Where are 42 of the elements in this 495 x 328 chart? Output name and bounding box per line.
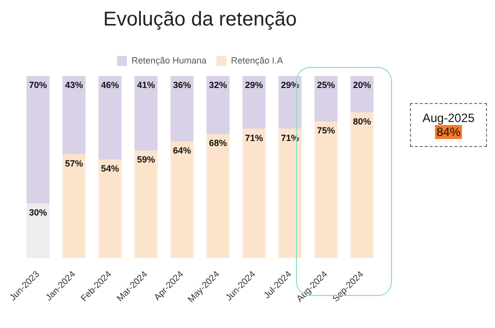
bar — [242, 76, 266, 129]
data-label: 30% — [28, 207, 48, 218]
data-label: 43% — [64, 80, 84, 90]
data-label: 59% — [136, 154, 156, 165]
data-label: 80% — [352, 116, 372, 126]
legend-label: Retenção I.A — [231, 55, 284, 66]
bar — [26, 203, 50, 258]
bar — [98, 160, 122, 258]
data-label: 54% — [100, 164, 120, 174]
bar — [350, 76, 374, 112]
bar — [278, 128, 302, 258]
bar — [170, 142, 194, 258]
bar — [134, 150, 158, 258]
bar — [350, 112, 374, 258]
text: 84% — [435, 125, 462, 139]
data-label: 41% — [136, 80, 156, 90]
data-label: 25% — [316, 80, 336, 90]
data-label: 20% — [352, 80, 372, 90]
bar — [314, 122, 338, 258]
chart-title: Evolução da retenção — [103, 8, 297, 31]
bar — [62, 154, 86, 258]
legend-label: Retenção Humana — [131, 55, 207, 66]
data-label: 70% — [28, 80, 48, 90]
bar — [62, 76, 86, 154]
bar — [170, 76, 194, 142]
bar — [206, 134, 230, 258]
data-label: 64% — [172, 146, 192, 156]
data-label: 36% — [172, 80, 192, 90]
data-label: 46% — [100, 80, 120, 90]
bar — [98, 76, 122, 160]
bar — [314, 76, 338, 122]
data-label: 71% — [244, 132, 264, 143]
text: Aug-2025 — [422, 111, 475, 125]
bar — [134, 76, 158, 151]
data-label: 75% — [316, 126, 336, 136]
data-label: 68% — [208, 138, 228, 148]
bar — [242, 128, 266, 258]
data-label: 57% — [64, 158, 84, 168]
data-label: 29% — [244, 80, 264, 90]
data-label: 32% — [208, 80, 228, 90]
bar — [26, 76, 50, 204]
bar — [206, 76, 230, 134]
